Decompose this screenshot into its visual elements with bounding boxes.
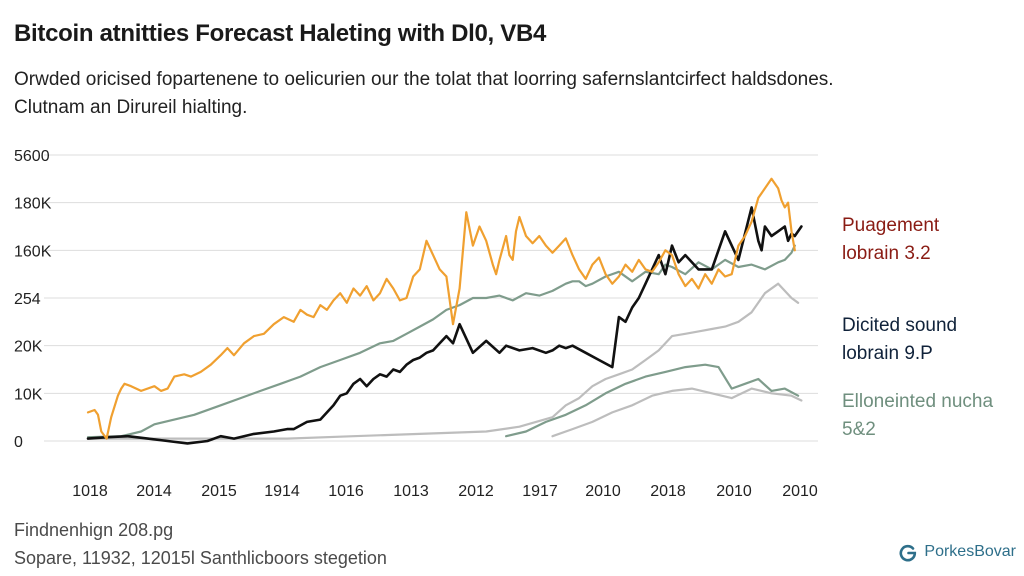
- x-tick-label-2: 2015: [201, 483, 237, 500]
- legend-entry-1-value: lobrain 3.2: [842, 243, 931, 264]
- legend-entry-3-name: Elloneinted nucha: [842, 391, 994, 412]
- legend-entry-3-value: 5&2: [842, 419, 876, 440]
- y-tick-label-5: 180K: [14, 196, 52, 213]
- chart-footer: Findnenhign 208.pg Sopare, 11932, 12015l…: [14, 516, 387, 572]
- g-logo-icon: [899, 544, 917, 562]
- series-line-2: [86, 206, 803, 445]
- x-tick-label-4: 1016: [328, 483, 364, 500]
- subtitle-line-2: Clutnam an Dirureil hialting.: [14, 97, 248, 118]
- legend-entry-2-name: Dicited sound: [842, 315, 958, 336]
- attribution-line: Sopare, 11932, 12015l Santhlicboors steg…: [14, 548, 387, 568]
- chart-subtitle: Orwded oricised fopartenene to oelicurie…: [14, 66, 994, 122]
- legend-entry-1: Puagement lobrain 3.2: [842, 212, 939, 268]
- series-line-4: [86, 282, 800, 440]
- x-tick-label-1: 2014: [136, 483, 172, 500]
- x-tick-label-7: 1917: [522, 483, 558, 500]
- source-line: Findnenhign 208.pg: [14, 520, 174, 540]
- x-tick-label-10: 2010: [716, 483, 752, 500]
- series-line-3: [86, 244, 796, 439]
- y-tick-label-0: 0: [14, 434, 23, 451]
- y-tick-label-6: 5600: [14, 148, 50, 165]
- x-tick-label-0: 1018: [72, 483, 108, 500]
- brand-name: PorkesBovar: [924, 543, 1016, 560]
- x-tick-label-6: 2012: [458, 483, 494, 500]
- legend-entry-1-name: Puagement: [842, 215, 940, 236]
- chart-title: Bitcoin atnitties Forecast Haleting with…: [14, 20, 547, 47]
- x-tick-label-5: 1013: [393, 483, 429, 500]
- legend-entry-2-value: lobrain 9.P: [842, 343, 933, 364]
- subtitle-line-1: Orwded oricised fopartenene to oelicurie…: [14, 69, 834, 90]
- x-tick-label-11: 2010: [782, 483, 818, 500]
- series-line-extra-2: [551, 387, 803, 438]
- y-tick-label-3: 254: [14, 291, 41, 308]
- x-tick-label-3: 1914: [264, 483, 300, 500]
- y-tick-label-4: 160K: [14, 243, 52, 260]
- y-tick-label-2: 20K: [14, 339, 43, 356]
- x-tick-label-8: 2010: [585, 483, 621, 500]
- series-line-extra-1: [505, 363, 800, 438]
- brand-watermark[interactable]: PorkesBovar: [898, 542, 1016, 562]
- x-tick-label-9: 2018: [650, 483, 686, 500]
- legend-entry-3: Elloneinted nucha 5&2: [842, 388, 993, 444]
- legend-entry-2: Dicited sound lobrain 9.P: [842, 312, 957, 368]
- y-tick-label-1: 10K: [14, 386, 43, 403]
- series-line-1: [86, 177, 796, 440]
